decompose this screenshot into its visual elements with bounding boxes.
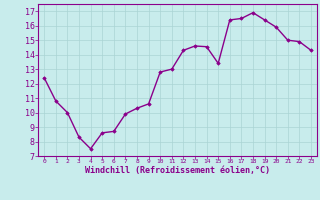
X-axis label: Windchill (Refroidissement éolien,°C): Windchill (Refroidissement éolien,°C) [85, 166, 270, 175]
